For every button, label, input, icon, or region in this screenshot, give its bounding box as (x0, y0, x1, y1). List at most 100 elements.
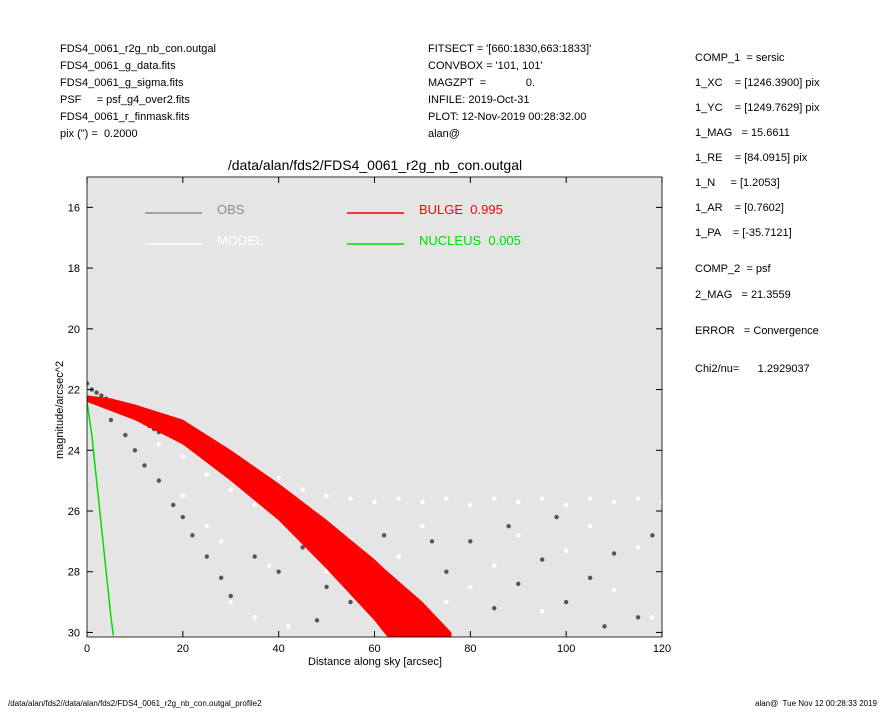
legend-label: BULGE 0.995 (419, 202, 503, 217)
data-point (563, 548, 569, 553)
parameter-line: COMP_2 = psf (695, 263, 771, 275)
plot-layer (87, 381, 662, 637)
data-point (180, 514, 186, 520)
model-band (374, 558, 385, 634)
data-point (372, 499, 377, 505)
data-point (123, 432, 128, 438)
parameter-line: COMP_1 = sersic (695, 52, 785, 64)
x-tick-label: 40 (273, 643, 285, 655)
header-left-line: pix (") = 0.2000 (60, 128, 138, 140)
data-point (492, 605, 497, 611)
data-point (506, 523, 511, 529)
data-point (611, 499, 617, 505)
data-point (171, 502, 176, 508)
data-point (286, 624, 291, 629)
data-point (492, 563, 497, 568)
data-point (650, 615, 655, 620)
y-tick-label: 26 (68, 506, 80, 518)
parameter-line: Chi2/nu= 1.2929037 (695, 363, 810, 375)
data-point (444, 496, 449, 502)
data-point (429, 539, 435, 544)
data-point (587, 523, 593, 529)
parameter-line: ERROR = Convergence (695, 325, 819, 337)
data-point (252, 502, 257, 508)
parameter-line: 1_N = [1.2053] (695, 177, 780, 189)
x-tick-label: 120 (653, 643, 671, 655)
parameter-line: 1_MAG = 15.6611 (695, 127, 790, 139)
data-point (635, 545, 641, 550)
data-point (252, 615, 257, 620)
data-point (516, 499, 521, 505)
header-middle-line: PLOT: 12-Nov-2019 00:28:32.00 (428, 111, 586, 123)
data-point (348, 496, 353, 502)
data-point (94, 390, 99, 395)
data-point (228, 487, 233, 492)
y-tick-label: 28 (68, 567, 80, 579)
data-point (156, 478, 162, 483)
data-point (381, 533, 387, 538)
data-point (228, 599, 233, 605)
data-point (468, 539, 473, 544)
parameter-line: 1_XC = [1246.3900] pix (695, 77, 820, 89)
y-tick-label: 18 (68, 263, 80, 275)
footer-left: /data/alan/fds2//data/alan/fds2/FDS4_006… (8, 699, 262, 708)
data-point (180, 454, 186, 459)
chart-title: /data/alan/fds2/FDS4_0061_r2g_nb_con.out… (228, 157, 522, 173)
data-point (635, 615, 641, 620)
y-tick-label: 16 (68, 202, 80, 214)
data-point (635, 496, 641, 502)
data-point (611, 551, 617, 556)
data-point (180, 493, 186, 499)
data-point (540, 608, 545, 614)
data-point (87, 381, 90, 386)
header-left-line: FDS4_0061_r_finmask.fits (60, 111, 190, 123)
data-point (540, 557, 545, 562)
data-point (516, 581, 521, 587)
data-point (156, 441, 162, 447)
header-left-line: FDS4_0061_g_data.fits (60, 60, 176, 72)
header-middle-line: alan@ (428, 128, 460, 140)
data-point (252, 554, 257, 559)
data-point (492, 496, 497, 502)
y-tick-label: 20 (68, 324, 80, 336)
header-middle-line: MAGZPT = 0. (428, 77, 535, 89)
data-point (266, 563, 272, 568)
data-point (659, 499, 662, 505)
data-point (420, 523, 425, 529)
legend-label: MODEL (217, 233, 263, 248)
data-point (99, 393, 104, 398)
data-point (611, 587, 617, 593)
x-tick-label: 80 (464, 643, 476, 655)
data-point (142, 463, 147, 468)
data-point (468, 584, 473, 590)
data-point (650, 533, 655, 538)
data-point (324, 493, 329, 499)
data-point (602, 624, 607, 629)
data-point (218, 539, 224, 544)
data-point (396, 554, 401, 559)
header-middle-line: CONVBOX = '101, 101' (428, 60, 543, 72)
parameter-line: 1_AR = [0.7602] (695, 202, 784, 214)
parameter-line: 2_MAG = 21.3559 (695, 289, 791, 301)
model-band (422, 601, 452, 637)
data-point (587, 496, 593, 502)
legend-label: OBS (217, 202, 245, 217)
data-point (300, 487, 305, 492)
data-point (563, 502, 569, 508)
header-middle-line: INFILE: 2019-Oct-31 (428, 94, 530, 106)
data-point (276, 569, 281, 574)
y-tick-label: 22 (68, 385, 80, 397)
data-point (276, 475, 281, 480)
header-left-line: FDS4_0061_r2g_nb_con.outgal (60, 43, 216, 55)
data-point (444, 569, 449, 574)
data-point (420, 499, 425, 505)
data-point (132, 448, 138, 453)
parameter-line: 1_PA = [-35.7121] (695, 227, 792, 239)
data-point (587, 575, 593, 580)
data-point (554, 514, 559, 520)
x-tick-label: 0 (84, 643, 90, 655)
data-point (204, 472, 209, 477)
data-point (314, 618, 320, 623)
legend-label: NUCLEUS 0.005 (419, 233, 521, 248)
